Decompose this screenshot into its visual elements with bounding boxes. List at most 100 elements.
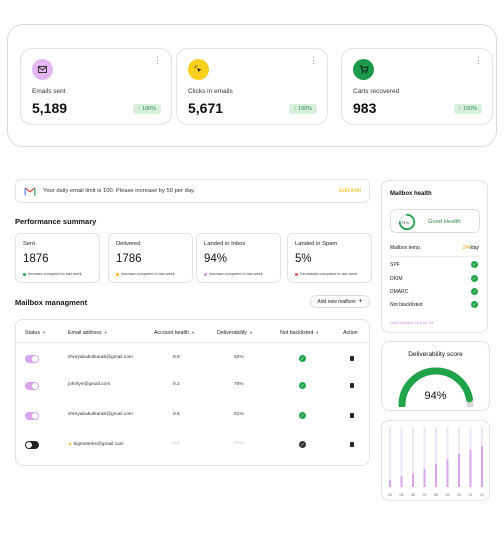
stat-badge: ↑ 100% [288,104,317,114]
health-status: Good Health [428,219,461,225]
perf-card-inbox: Landed in Inbox 94% Increase compared to… [196,233,281,283]
sort-caret-icon: ▼ [249,330,253,335]
bar-11 [469,449,472,487]
perf-note: Increase compared to last week [116,272,175,276]
score-gauge [398,367,474,407]
plus-icon: + [358,298,363,305]
divider [390,256,479,257]
bar-track [423,427,426,487]
check-icon: ✓ [299,412,306,419]
stat-card-carts[interactable]: ⋮ Carts recovered 983 ↑ 100% [341,48,493,125]
cart-icon [353,59,374,80]
bar-track [412,427,414,487]
table-row: shreyababulkarab@gmail.com 8.9 82% ✓ [16,346,369,372]
score-title: Deliverability score [408,351,463,358]
perf-card-sent: Sent 1876 Increase compared to last week [15,233,100,283]
mailbox-temp-label: Mailbox temp. [390,245,422,251]
delete-icon[interactable] [350,442,354,447]
deliverability-score-card: Deliverability score 94% [381,341,490,411]
stat-card-emails-sent[interactable]: ⋮ Emails sent 5,189 ↑ 100% [20,48,172,125]
column-header-blacklist[interactable]: Not backlisted ▼ [280,330,320,336]
status-dot [23,272,26,276]
more-options-icon[interactable]: ⋮ [474,55,483,65]
bar-09 [446,459,449,487]
column-header-deliverability[interactable]: Deliverability ▼ [217,330,253,336]
health-cell: 5.9 [173,441,180,446]
column-header-email[interactable]: Email address ▼ [68,330,108,336]
status-toggle[interactable] [25,441,39,449]
add-mailbox-label: Add new mailbox [317,298,356,305]
deliverability-cell: 40% [234,441,244,446]
status-toggle[interactable] [25,355,39,363]
status-toggle[interactable] [25,382,39,390]
perf-value: 1786 [116,253,142,265]
perf-card-spam: Landed in Spam 5% Decreased compared to … [287,233,372,283]
tick-label-06: 06 [411,493,415,497]
check-icon: ✓ [471,288,478,295]
status-dot [116,272,119,276]
status-dot [204,272,207,276]
table-row: johnfye@gmail.com 9.2 78% ✓ [16,373,369,399]
delete-icon[interactable] [350,413,354,418]
last-updated: Last updated 14 Dec '23 [390,320,434,325]
tick-label-04: 04 [388,493,392,497]
deliverability-cell: 78% [234,382,244,387]
stat-label: Clicks in emails [188,88,233,95]
perf-label: Landed in Inbox [204,241,246,247]
mailbox-health-card: Mailbox health 74% Good Health Mailbox t… [381,180,488,333]
add-mailbox-button[interactable]: Add new mailbox + [310,295,370,308]
bar-track [400,427,403,487]
tick-label-05: 05 [400,493,404,497]
perf-label: Landed in Spam [295,241,338,247]
tick-label-08: 08 [434,493,438,497]
edit-limit-link[interactable]: Edit limit [339,188,361,194]
delete-icon[interactable] [350,356,354,361]
email-cell: shreyababulkarab@gmail.com [68,412,133,417]
perf-label: Sent [23,241,35,247]
status-dot [295,272,298,276]
sort-caret-icon: ▼ [42,330,46,335]
limit-message: Your daily email limit is 100. Please in… [43,188,196,194]
stat-label: Carts recovered [353,88,400,95]
perf-value: 1876 [23,253,49,265]
sort-caret-icon: ▼ [103,330,108,335]
stat-badge: ↑ 100% [453,104,482,114]
delete-icon[interactable] [350,383,354,388]
mailbox-title: Mailbox managment [15,298,88,307]
tick-label-10: 10 [457,493,461,497]
status-toggle[interactable] [25,412,39,420]
stat-value: 5,189 [32,100,68,116]
perf-note: Increase compared to last week [204,272,263,276]
stat-value: 983 [353,100,377,116]
mailbox-temp: 2/4/day [462,245,479,251]
bar-track [389,427,391,487]
column-header-status[interactable]: Status ▼ [25,330,46,336]
column-header-health[interactable]: Account health ▼ [154,330,196,336]
bar-10 [458,454,460,487]
column-header-action: Action [343,330,358,336]
stat-badge: ↑ 100% [132,104,161,114]
bar-12 [481,446,483,487]
bar-chart: 04 05 06 07 08 09 10 11 12 [388,427,484,497]
bar-track [446,427,449,487]
stat-label: Emails sent [32,88,66,95]
health-percent: 74% [401,220,410,225]
gmail-icon [24,186,36,197]
mailbox-table: Status ▼ Email address ▼ Account health ▼ D… [15,319,370,466]
bar-04 [389,479,391,487]
email-cell: ▲bigmeterks@gmail.com [68,441,124,447]
more-options-icon[interactable]: ⋮ [153,55,162,65]
bar-06 [412,473,414,487]
bar-07 [423,469,426,487]
stat-card-clicks[interactable]: ⋮ Clicks in emails 5,671 ↑ 100% [176,48,328,125]
bar-05 [400,476,403,487]
check-icon: ✓ [299,355,306,362]
check-icon: ✓ [471,261,478,268]
check-icon: ✓ [471,275,478,282]
health-cell: 8.9 [173,355,180,360]
more-options-icon[interactable]: ⋮ [309,55,318,65]
warning-icon: ▲ [68,441,73,446]
table-row: ▲bigmeterks@gmail.com 5.9 40% ✓ [16,432,369,458]
sort-caret-icon: ▼ [191,330,196,335]
health-cell: 9.5 [173,412,180,417]
